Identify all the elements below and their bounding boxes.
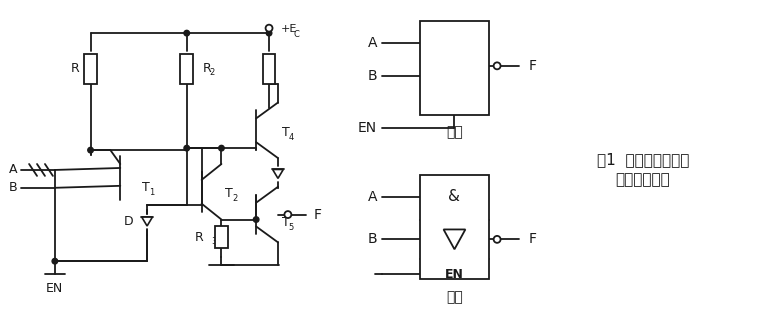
Text: 惯用: 惯用	[446, 125, 463, 139]
Text: +E: +E	[281, 24, 298, 34]
Text: F: F	[314, 208, 322, 221]
Text: T: T	[226, 187, 233, 200]
Polygon shape	[142, 217, 153, 226]
Text: B: B	[9, 181, 17, 194]
Bar	[215, 226, 228, 248]
Text: &: &	[449, 189, 460, 204]
Text: 1: 1	[83, 68, 88, 77]
Text: T: T	[282, 216, 290, 229]
Text: R: R	[195, 231, 204, 244]
Bar	[84, 54, 97, 84]
Text: F: F	[529, 59, 537, 73]
Text: C: C	[294, 30, 300, 38]
Text: A: A	[368, 190, 377, 204]
Circle shape	[184, 30, 189, 36]
Polygon shape	[272, 169, 283, 178]
Circle shape	[254, 217, 259, 222]
Text: R: R	[70, 62, 79, 75]
Circle shape	[493, 236, 500, 243]
Circle shape	[184, 145, 189, 151]
Text: EN: EN	[358, 121, 377, 135]
Text: T: T	[143, 181, 150, 194]
Text: EN: EN	[445, 267, 464, 281]
Text: 2: 2	[233, 194, 237, 203]
Circle shape	[284, 211, 291, 218]
Text: EN: EN	[46, 282, 63, 295]
Polygon shape	[443, 229, 465, 249]
Circle shape	[266, 30, 272, 36]
Text: 5: 5	[289, 223, 294, 232]
Text: F: F	[529, 232, 537, 246]
Text: A: A	[9, 164, 17, 176]
Text: 1: 1	[149, 188, 154, 197]
Text: 国标: 国标	[446, 290, 463, 304]
Text: 态门电路结构: 态门电路结构	[615, 172, 670, 188]
Text: B: B	[367, 69, 377, 83]
Text: B: B	[367, 232, 377, 246]
Bar	[262, 54, 276, 84]
Text: A: A	[368, 36, 377, 50]
Text: 3: 3	[211, 237, 217, 246]
Text: T: T	[282, 126, 290, 139]
Text: D: D	[124, 215, 133, 228]
Circle shape	[265, 25, 272, 32]
Bar	[420, 21, 489, 115]
Circle shape	[493, 63, 500, 69]
Circle shape	[218, 145, 224, 151]
Bar	[420, 175, 489, 279]
Circle shape	[52, 258, 58, 264]
Text: 图1  高电平使能的三: 图1 高电平使能的三	[597, 153, 689, 167]
Circle shape	[88, 147, 93, 153]
Text: R: R	[203, 62, 211, 75]
Text: 2: 2	[210, 68, 215, 77]
Text: 4: 4	[289, 133, 294, 142]
Bar	[180, 54, 193, 84]
